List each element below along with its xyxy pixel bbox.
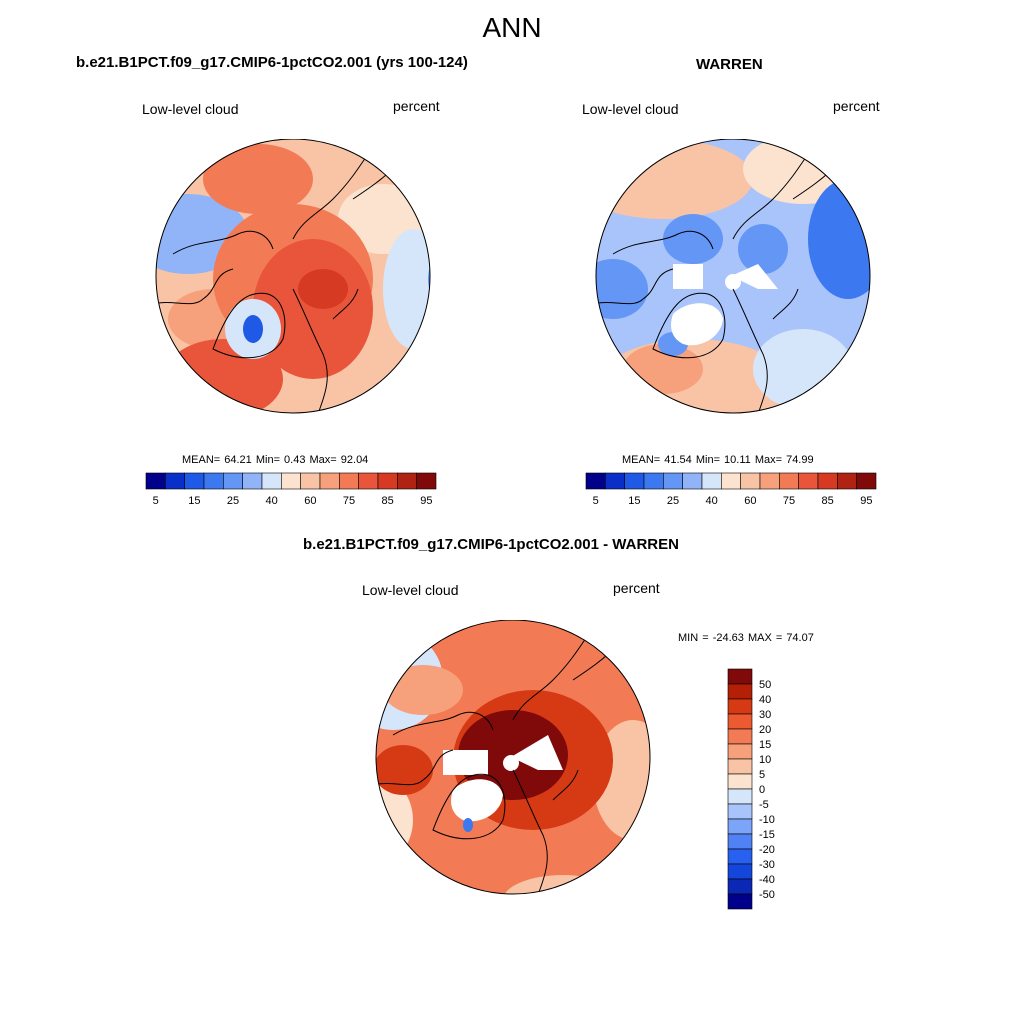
colorbar-swatch <box>727 893 753 910</box>
colorbar-tick-label: 95 <box>860 495 872 507</box>
panel2-stats: MEAN= 41.54 Min= 10.11 Max= 74.99 <box>622 454 814 466</box>
panel1-polar-map <box>155 139 431 414</box>
colorbar-swatch <box>727 803 753 820</box>
colorbar-tick-label: 85 <box>822 495 834 507</box>
colorbar-tick-label: 60 <box>304 495 316 507</box>
colorbar-tick-label: 5 <box>153 495 159 507</box>
colorbar-swatch <box>397 472 417 490</box>
colorbar-swatch <box>759 472 780 490</box>
colorbar-tick-label: 40 <box>706 495 718 507</box>
colorbar-tick-label: 50 <box>759 679 771 691</box>
colorbar-swatch <box>727 878 753 895</box>
panel2-title: WARREN <box>696 56 763 73</box>
colorbar-swatch <box>727 698 753 715</box>
colorbar-tick-label: 30 <box>759 709 771 721</box>
colorbar-swatch <box>701 472 722 490</box>
colorbar-swatch <box>377 472 398 490</box>
colorbar-swatch <box>203 472 224 490</box>
colorbar-swatch <box>727 743 753 760</box>
colorbar-tick-label: -30 <box>759 859 775 871</box>
colorbar-tick-label: 15 <box>759 739 771 751</box>
colorbar-swatch <box>727 683 753 700</box>
colorbar-tick-label: 40 <box>266 495 278 507</box>
panel3-variable-label: Low-level cloud <box>362 582 459 598</box>
colorbar-swatch <box>727 818 753 835</box>
colorbar-swatch <box>223 472 243 490</box>
colorbar-swatch <box>798 472 819 490</box>
colorbar-swatch <box>727 863 753 880</box>
colorbar-swatch <box>319 472 340 490</box>
colorbar-tick-label: 5 <box>593 495 599 507</box>
panel1-stats: MEAN= 64.21 Min= 0.43 Max= 92.04 <box>182 454 369 466</box>
colorbar-tick-label: -50 <box>759 889 775 901</box>
panel2-polar-map <box>595 139 871 414</box>
colorbar-swatch <box>727 668 753 685</box>
figure-title: ANN <box>482 12 542 43</box>
colorbar-swatch <box>740 472 761 490</box>
colorbar-swatch <box>663 472 683 490</box>
colorbar-swatch <box>682 472 703 490</box>
colorbar-swatch <box>184 472 205 490</box>
panel2-units-label: percent <box>833 98 880 114</box>
panel1-colorbar: 5 15 25 40 60 75 85 95 <box>145 472 437 507</box>
colorbar-tick-label: 25 <box>227 495 239 507</box>
colorbar-tick-label: 10 <box>759 754 771 766</box>
colorbar-tick-label: 0 <box>759 784 765 796</box>
colorbar-swatch <box>358 472 379 490</box>
panel1-units-label: percent <box>393 98 440 114</box>
colorbar-swatch <box>242 472 263 490</box>
colorbar-tick-label: 25 <box>667 495 679 507</box>
colorbar-swatch <box>727 713 753 730</box>
colorbar-swatch <box>281 472 301 490</box>
colorbar-swatch <box>300 472 321 490</box>
colorbar-tick-label: 95 <box>420 495 432 507</box>
colorbar-swatch <box>605 472 625 490</box>
colorbar-swatch <box>585 472 606 490</box>
colorbar-swatch <box>261 472 282 490</box>
colorbar-tick-label: 15 <box>628 495 640 507</box>
colorbar-swatch <box>727 773 753 790</box>
colorbar-tick-label: -5 <box>759 799 769 811</box>
colorbar-tick-label: -15 <box>759 829 775 841</box>
panel2-variable-label: Low-level cloud <box>582 101 679 117</box>
colorbar-tick-label: -40 <box>759 874 775 886</box>
colorbar-swatch <box>624 472 645 490</box>
colorbar-swatch <box>817 472 838 490</box>
colorbar-tick-label: 40 <box>759 694 771 706</box>
colorbar-tick-label: 75 <box>343 495 355 507</box>
panel1-title: b.e21.B1PCT.f09_g17.CMIP6-1pctCO2.001 (y… <box>76 54 468 71</box>
colorbar-swatch <box>339 472 359 490</box>
colorbar-tick-label: 15 <box>188 495 200 507</box>
colorbar-swatch <box>416 472 437 490</box>
colorbar-swatch <box>165 472 185 490</box>
colorbar-tick-label: 60 <box>744 495 756 507</box>
colorbar-tick-label: 75 <box>783 495 795 507</box>
colorbar-swatch <box>779 472 799 490</box>
colorbar-swatch <box>145 472 166 490</box>
colorbar-swatch <box>643 472 664 490</box>
colorbar-tick-label: 5 <box>759 769 765 781</box>
panel1-variable-label: Low-level cloud <box>142 101 239 117</box>
colorbar-swatch <box>727 848 753 865</box>
panel3-stats: MIN = -24.63 MAX = 74.07 <box>678 632 814 644</box>
colorbar-tick-label: -10 <box>759 814 775 826</box>
panel3-units-label: percent <box>613 580 660 596</box>
colorbar-swatch <box>727 788 753 805</box>
panel3-title: b.e21.B1PCT.f09_g17.CMIP6-1pctCO2.001 - … <box>303 536 679 553</box>
colorbar-swatch <box>721 472 741 490</box>
panel2-colorbar: 5 15 25 40 60 75 85 95 <box>585 472 877 507</box>
colorbar-swatch <box>727 758 753 775</box>
colorbar-tick-label: 20 <box>759 724 771 736</box>
panel3-polar-map <box>375 620 651 895</box>
colorbar-swatch <box>856 472 877 490</box>
colorbar-tick-label: -20 <box>759 844 775 856</box>
colorbar-swatch <box>727 833 753 850</box>
colorbar-swatch <box>727 728 753 745</box>
colorbar-tick-label: 85 <box>382 495 394 507</box>
colorbar-swatch <box>837 472 857 490</box>
